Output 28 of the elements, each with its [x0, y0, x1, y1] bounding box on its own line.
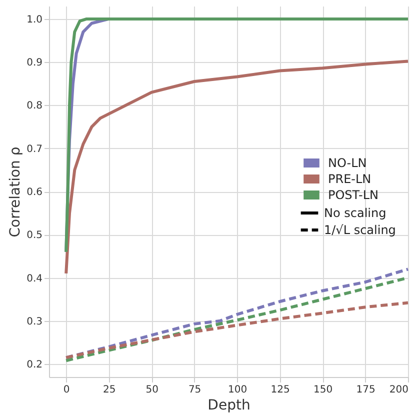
x-tick-label: 125	[270, 384, 290, 396]
y-tick-label: 0.4	[26, 273, 42, 284]
y-tick-label: 0.7	[26, 144, 42, 155]
x-tick-label: 150	[313, 384, 333, 396]
x-tick-label: 200	[389, 384, 408, 396]
x-tick-label: 100	[228, 384, 248, 396]
y-tick-label: 0.5	[26, 230, 42, 242]
annotation: No scaling	[324, 206, 386, 220]
line-series	[64, 60, 410, 275]
y-tick-label: 0.6	[26, 187, 42, 198]
x-tick-label: 25	[102, 384, 116, 396]
y-tick-label: 0.2	[26, 360, 42, 371]
x-tick-label: 0	[63, 384, 70, 396]
y-axis-title: Correlation ρ	[8, 146, 24, 238]
y-tick-label: 1.0	[26, 14, 42, 26]
line-series	[64, 301, 410, 360]
annotation: 1/√L scaling	[324, 223, 396, 237]
legend-label: POST-LN	[328, 188, 379, 202]
y-tick-label: 0.3	[26, 316, 42, 328]
x-tick-label: 75	[188, 384, 202, 396]
y-tick-label: 0.9	[26, 58, 42, 69]
x-tick-label: 175	[356, 384, 376, 396]
y-tick-label: 0.8	[26, 100, 42, 112]
x-tick-label: 50	[146, 384, 158, 396]
x-axis-title: Depth	[208, 398, 250, 414]
line-series	[64, 17, 410, 254]
legend-label: PRE-LN	[328, 172, 372, 186]
legend-label: NO-LN	[328, 156, 367, 170]
